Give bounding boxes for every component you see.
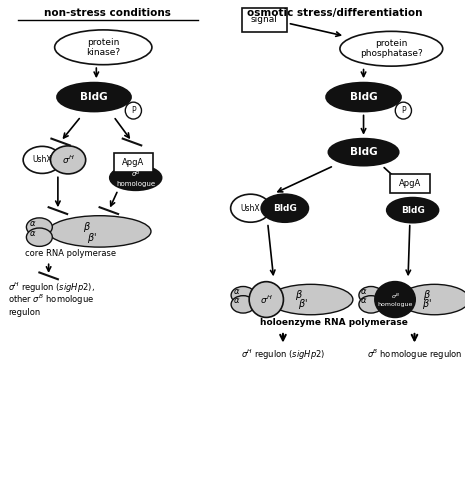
Ellipse shape <box>395 102 411 119</box>
Text: protein
phosphatase?: protein phosphatase? <box>360 39 423 58</box>
Text: ApgA: ApgA <box>122 158 145 167</box>
Text: BldG: BldG <box>350 147 377 157</box>
Text: $\beta$': $\beta$' <box>421 297 431 312</box>
Ellipse shape <box>55 30 152 65</box>
Text: BldG: BldG <box>401 206 425 215</box>
FancyBboxPatch shape <box>391 174 430 193</box>
Text: $\beta$': $\beta$' <box>87 231 97 245</box>
Text: $\sigma^H$: $\sigma^H$ <box>260 294 273 306</box>
Text: $\sigma^B$ homologue regulon: $\sigma^B$ homologue regulon <box>367 348 462 362</box>
Text: $\beta$: $\beta$ <box>83 220 91 234</box>
Text: BldG: BldG <box>80 92 108 102</box>
Text: $\sigma^B$
homologue: $\sigma^B$ homologue <box>116 169 155 187</box>
Text: core RNA polymerase: core RNA polymerase <box>25 249 116 258</box>
Text: ApgA: ApgA <box>399 179 421 188</box>
Text: regulon: regulon <box>9 308 41 317</box>
Ellipse shape <box>375 282 415 317</box>
Ellipse shape <box>340 32 443 66</box>
Text: $\alpha$: $\alpha$ <box>29 219 36 227</box>
Text: osmotic stress/differentiation: osmotic stress/differentiation <box>247 8 423 18</box>
Ellipse shape <box>387 198 438 223</box>
Ellipse shape <box>50 146 86 174</box>
Ellipse shape <box>326 83 401 112</box>
Ellipse shape <box>261 194 309 222</box>
Ellipse shape <box>249 282 283 317</box>
Ellipse shape <box>231 295 255 313</box>
Text: $\sigma^H$ regulon ($\it{sigHp2}$): $\sigma^H$ regulon ($\it{sigHp2}$) <box>241 348 325 362</box>
Text: $\alpha$: $\alpha$ <box>233 296 240 305</box>
Text: $\alpha$: $\alpha$ <box>29 229 36 238</box>
Ellipse shape <box>231 194 271 222</box>
Ellipse shape <box>231 286 255 304</box>
Ellipse shape <box>110 165 162 191</box>
Text: UshX: UshX <box>241 204 260 213</box>
Ellipse shape <box>57 83 131 112</box>
Text: $\beta$': $\beta$' <box>299 297 308 312</box>
Ellipse shape <box>359 295 383 313</box>
Ellipse shape <box>27 228 52 246</box>
Text: non-stress conditions: non-stress conditions <box>45 8 171 18</box>
Text: $\alpha$: $\alpha$ <box>233 287 240 296</box>
Text: $\sigma^B$
homologue: $\sigma^B$ homologue <box>377 292 413 307</box>
Text: signal: signal <box>251 15 278 24</box>
Text: $\alpha$: $\alpha$ <box>360 287 367 296</box>
FancyBboxPatch shape <box>242 8 287 32</box>
Ellipse shape <box>125 102 141 119</box>
Text: BldG: BldG <box>273 204 297 213</box>
Text: P: P <box>131 106 136 115</box>
Text: other $\sigma^B$ homologue: other $\sigma^B$ homologue <box>9 293 94 307</box>
Text: BldG: BldG <box>350 92 377 102</box>
Ellipse shape <box>48 216 151 247</box>
Text: UshX: UshX <box>32 156 52 164</box>
Text: $\alpha$: $\alpha$ <box>360 296 367 305</box>
Ellipse shape <box>328 139 399 166</box>
Ellipse shape <box>399 284 470 315</box>
Text: P: P <box>401 106 406 115</box>
Text: $\beta$: $\beta$ <box>295 288 303 302</box>
Text: $\beta$: $\beta$ <box>422 288 430 302</box>
Text: $\sigma^H$: $\sigma^H$ <box>62 154 74 166</box>
Ellipse shape <box>269 284 353 315</box>
Text: $\sigma^H$ regulon ($\it{sigHp2}$),: $\sigma^H$ regulon ($\it{sigHp2}$), <box>9 280 95 295</box>
Ellipse shape <box>359 286 383 304</box>
Ellipse shape <box>23 146 61 174</box>
FancyBboxPatch shape <box>114 153 153 172</box>
Ellipse shape <box>27 218 52 236</box>
Text: holoenzyme RNA polymerase: holoenzyme RNA polymerase <box>260 318 408 327</box>
Text: protein
kinase?: protein kinase? <box>86 37 120 57</box>
